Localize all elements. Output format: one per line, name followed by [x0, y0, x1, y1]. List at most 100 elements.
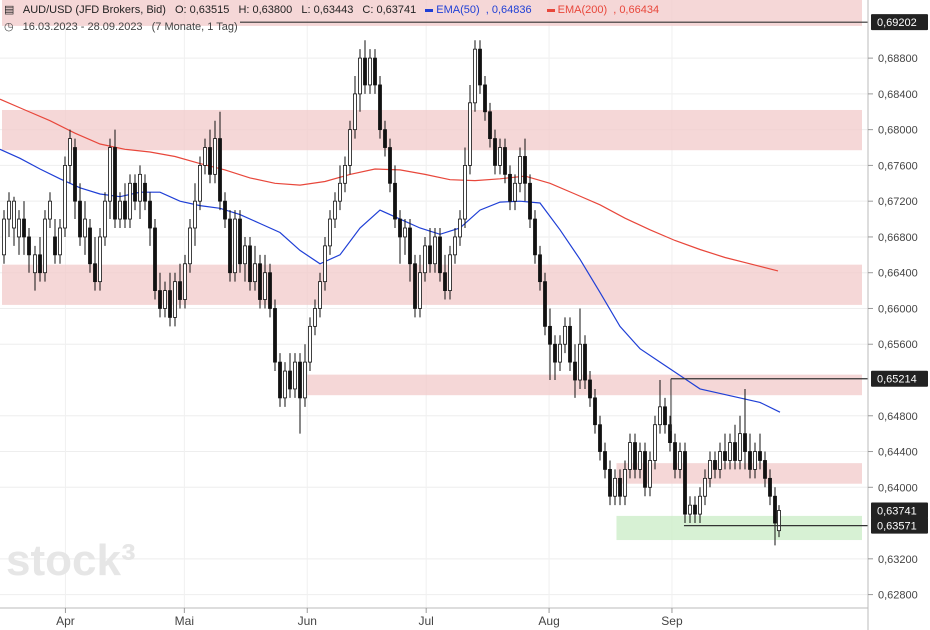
price-label-text: 0,63571	[877, 521, 917, 533]
candle-body	[468, 102, 472, 166]
candle-body	[363, 57, 367, 86]
candles	[2, 40, 781, 546]
candle-body	[17, 218, 21, 238]
candle-body	[423, 245, 427, 274]
candle-body	[378, 84, 382, 131]
candle-body	[623, 469, 627, 497]
candle-body	[463, 165, 467, 220]
candle-body	[113, 147, 117, 220]
candle-body	[103, 200, 107, 238]
price-label-text: 0,69202	[877, 17, 917, 29]
symbol-label: AUD/USD (JFD Brokers, Bid)	[22, 4, 166, 16]
ema200-legend: EMA(200), 0,66434	[546, 4, 665, 16]
y-tick-label: 0,64000	[878, 482, 918, 494]
candle-body	[173, 281, 177, 318]
candle-body	[63, 165, 67, 229]
candle-body	[433, 236, 437, 265]
candle-body	[683, 451, 687, 515]
candle-body	[33, 254, 37, 274]
candle-body	[128, 182, 132, 220]
candle-body	[728, 442, 732, 461]
candle-body	[413, 263, 417, 309]
y-tick-label: 0,66800	[878, 232, 918, 244]
x-tick-label: Sep	[661, 614, 683, 628]
ema50-label: EMA(50)	[436, 4, 480, 16]
candle-body	[208, 147, 212, 175]
candle-body	[318, 281, 322, 309]
candle-body	[373, 57, 377, 86]
candle-body	[293, 361, 297, 390]
candle-body	[163, 290, 167, 309]
candle-body	[763, 460, 767, 479]
candle-body	[733, 442, 737, 461]
candle-body	[258, 263, 262, 300]
ema200-line	[0, 98, 779, 272]
price-label-box	[871, 502, 928, 519]
candle-body	[118, 200, 122, 220]
price-label-box	[871, 14, 928, 31]
y-tick-label: 0,66400	[878, 268, 918, 280]
candle-body	[148, 200, 152, 229]
red-zone	[616, 463, 862, 484]
candle-body	[753, 451, 757, 470]
candle-body	[743, 433, 747, 452]
candle-body	[143, 182, 147, 202]
candle-body	[27, 236, 31, 256]
candle-body	[278, 361, 282, 399]
candle-body	[38, 254, 42, 274]
candle-body	[403, 227, 407, 238]
candle-body	[758, 451, 762, 461]
candle-body	[83, 218, 87, 238]
candle-body	[593, 397, 597, 426]
candle-body	[228, 218, 232, 274]
y-tick-label: 0,68000	[878, 125, 918, 137]
price-label-text: 0,65214	[877, 374, 917, 386]
candle-body	[333, 200, 337, 220]
candle-body	[158, 290, 162, 309]
candle-body	[458, 218, 462, 238]
y-tick-label: 0,65600	[878, 339, 918, 351]
candle-body	[2, 218, 6, 256]
candle-body	[233, 218, 237, 274]
candle-body	[628, 442, 632, 470]
ema50-legend: EMA(50), 0,64836	[425, 4, 537, 16]
x-tick-label: Jun	[298, 614, 317, 628]
candle-body	[153, 227, 157, 291]
candle-body	[22, 218, 26, 238]
candle-body	[618, 477, 622, 497]
candle-body	[583, 343, 587, 381]
chart-header: ▤ AUD/USD (JFD Brokers, Bid) O: 0,63515 …	[4, 3, 671, 16]
y-tick-label: 0,68400	[878, 89, 918, 101]
candle-body	[453, 236, 457, 256]
chart-icon: ▤	[4, 4, 15, 16]
y-tick-label: 0,66000	[878, 303, 918, 315]
candle-body	[488, 111, 492, 139]
candle-body	[428, 245, 432, 265]
candle-body	[598, 424, 602, 452]
candle-body	[668, 424, 672, 443]
y-tick-label: 0,67200	[878, 196, 918, 208]
y-axis: 0,68800 0,68400 0,68000 0,67600 0,67200 0,668…	[868, 53, 918, 602]
candle-body	[493, 138, 497, 166]
candle-body	[748, 451, 752, 470]
candle-body	[238, 218, 242, 265]
candle-body	[553, 343, 557, 363]
date-range: 16.03.2023 - 28.09.2023	[22, 21, 143, 33]
ema200-label: EMA(200)	[557, 4, 608, 16]
candle-body	[558, 343, 562, 363]
candle-body	[678, 451, 682, 470]
candle-body	[243, 245, 247, 265]
price-label-box	[871, 370, 928, 387]
candle-body	[248, 245, 252, 283]
date-range-row: ◷ 16.03.2023 - 28.09.2023 (7 Monate, 1 T…	[4, 20, 244, 33]
x-tick-label: Apr	[56, 614, 75, 628]
candle-body	[198, 165, 202, 202]
candle-body	[573, 361, 577, 381]
candle-body	[638, 451, 642, 470]
y-tick-label: 0,64400	[878, 447, 918, 459]
candle-body	[58, 227, 62, 256]
candle-body	[178, 281, 182, 300]
candle-body	[108, 147, 112, 202]
candle-body	[328, 218, 332, 247]
